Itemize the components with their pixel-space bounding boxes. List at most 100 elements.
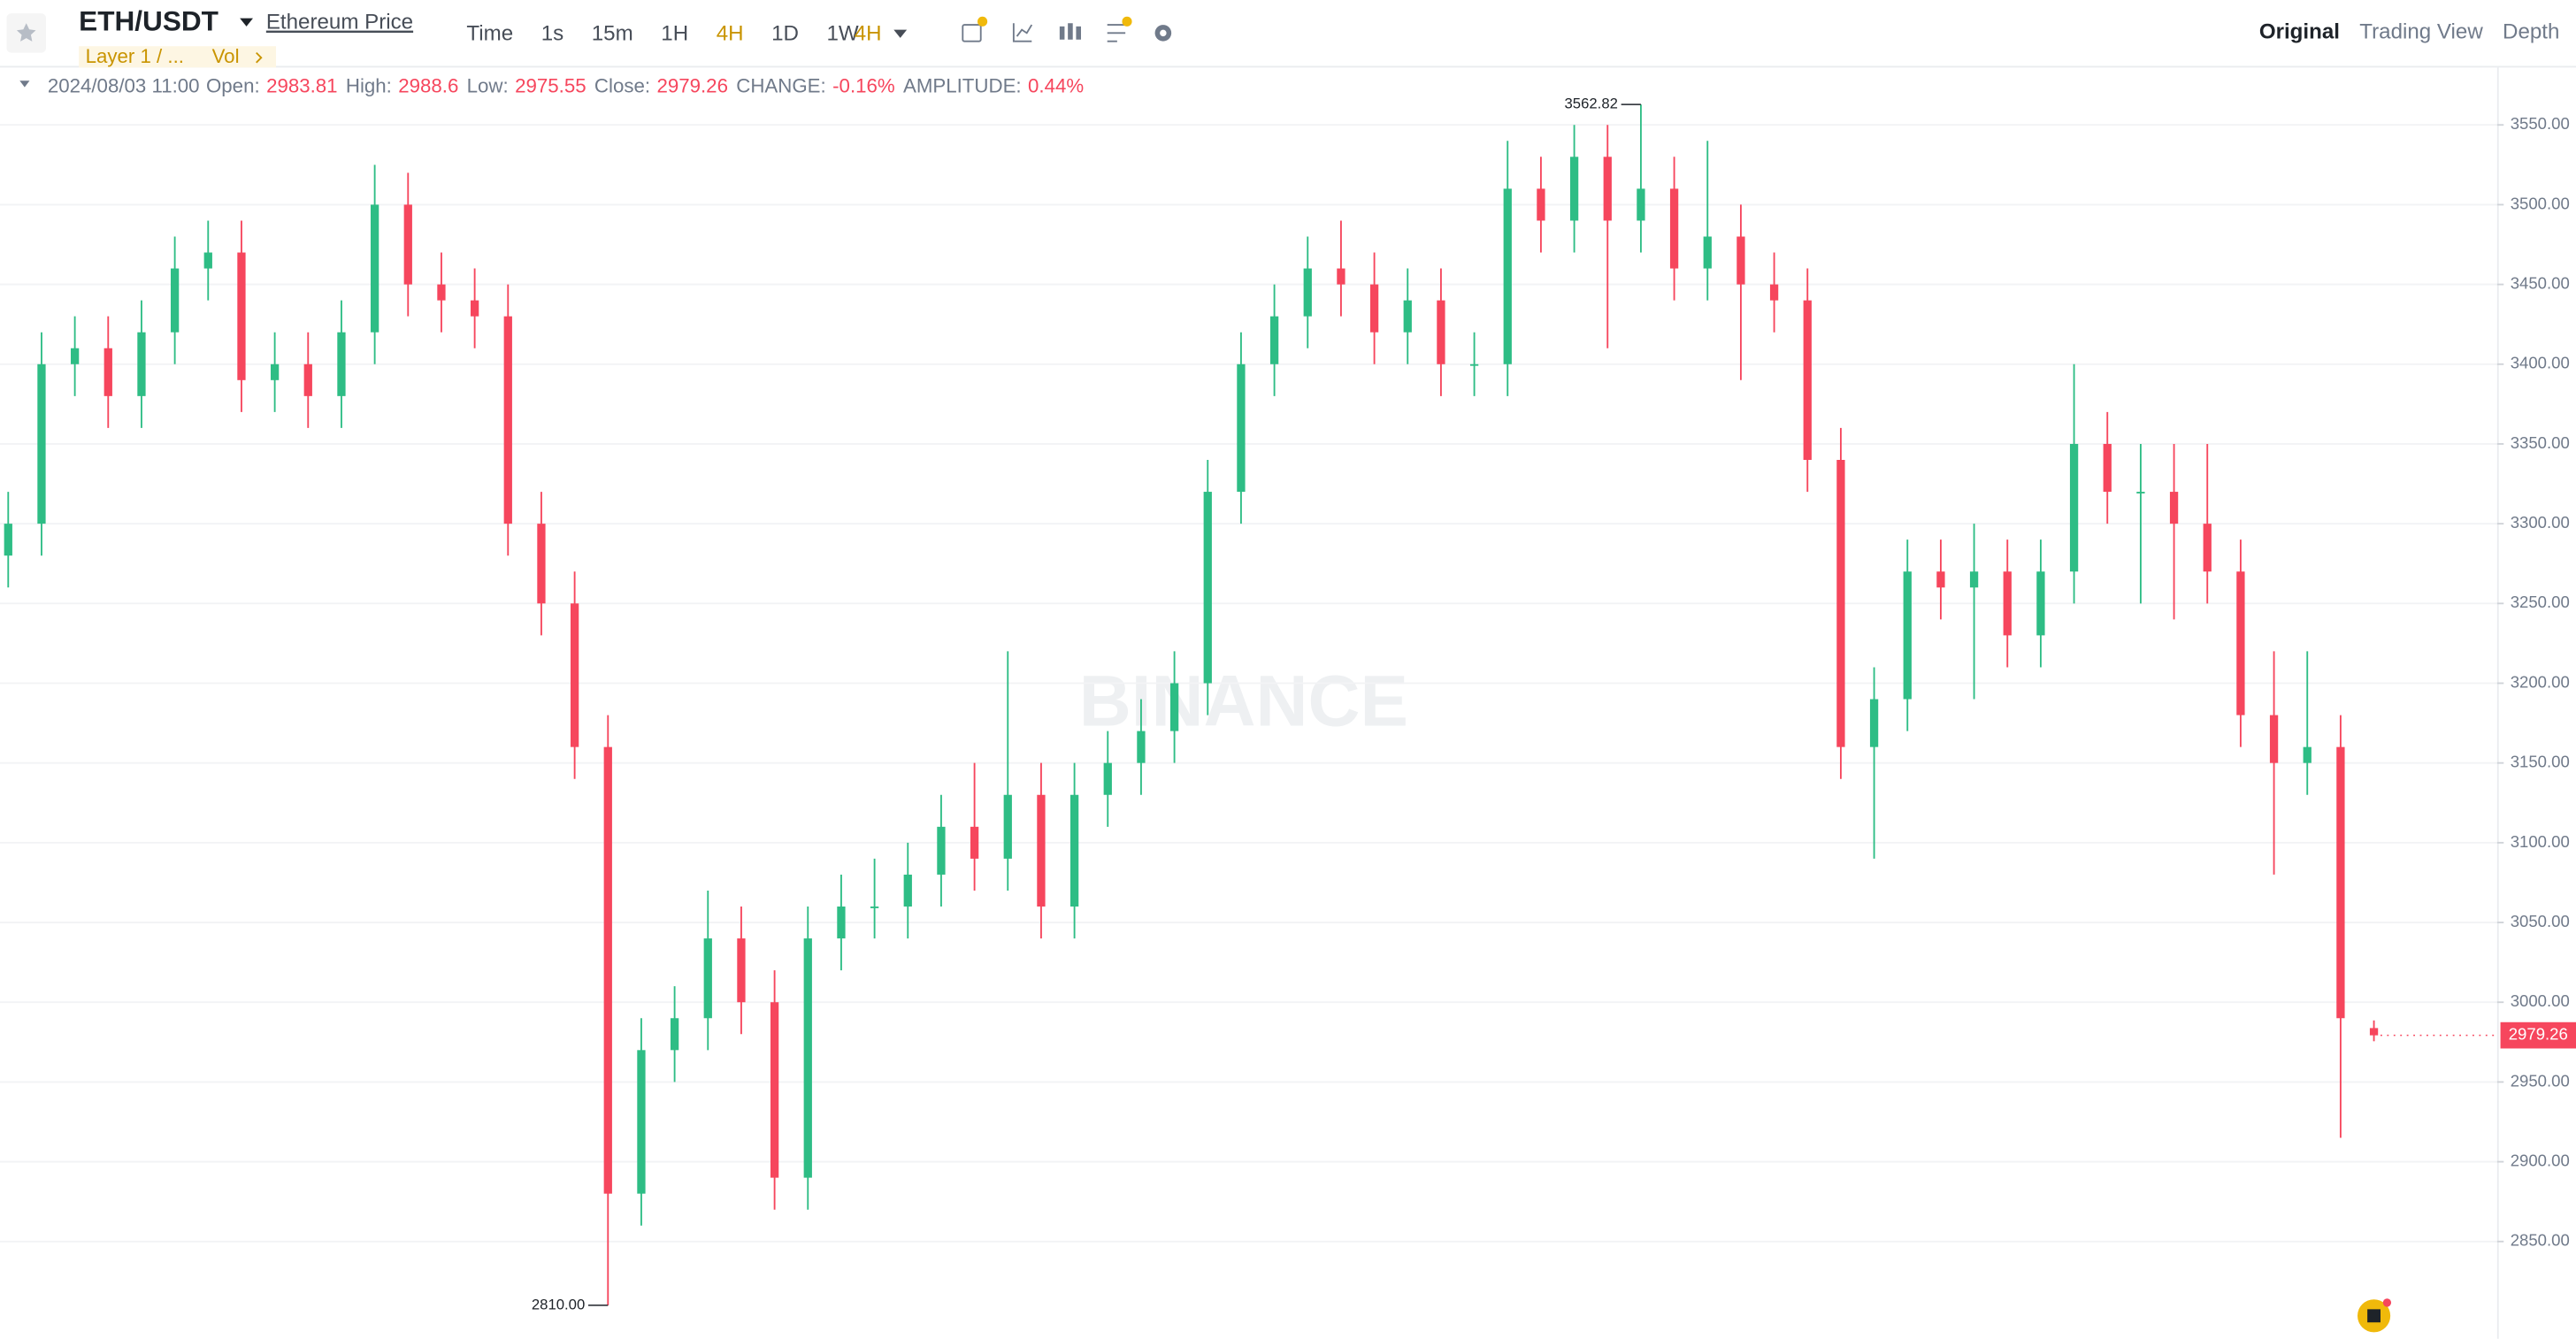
interval-group: Time 1s 15m 1H 4H 1D 1W	[466, 22, 859, 46]
tool-icon[interactable]	[1059, 23, 1081, 40]
ohlc-legend: 2024/08/03 11:00 Open: 2983.81 High: 2988.6 L…	[48, 75, 1084, 97]
candle-body	[370, 204, 380, 333]
candle-body	[1537, 188, 1545, 221]
candle-body	[1269, 316, 1279, 364]
news-badge	[2382, 1298, 2392, 1307]
candle-body	[2069, 443, 2079, 572]
candle-body	[2369, 1028, 2379, 1036]
candle-body	[2169, 492, 2179, 524]
legend-toggle[interactable]	[19, 80, 30, 88]
candle-body	[1503, 188, 1512, 364]
candle-body	[1869, 699, 1879, 747]
interval[interactable]: Time	[466, 22, 513, 46]
y-tick-label: 3050.00	[2511, 912, 2570, 930]
tool-icons	[962, 16, 1172, 42]
candle-body	[1237, 363, 1246, 493]
candle-body	[2203, 524, 2212, 572]
y-tick-label: 3250.00	[2511, 593, 2570, 611]
candle-body	[1603, 157, 1612, 221]
candle-body	[237, 252, 246, 380]
y-tick-label: 3150.00	[2511, 753, 2570, 771]
candle-body	[403, 204, 412, 285]
tag[interactable]: Layer 1 / ...	[86, 45, 184, 67]
y-tick-label: 3350.00	[2511, 433, 2570, 452]
view-tab[interactable]: Original	[2259, 20, 2340, 44]
price-link[interactable]: Ethereum Price	[266, 11, 413, 34]
candle-body	[4, 524, 12, 556]
candle-body	[1736, 236, 1745, 285]
annotation-label: 3562.82	[1565, 96, 1618, 112]
interval[interactable]: 4H	[717, 22, 744, 46]
candle-body	[1836, 459, 1845, 747]
legend-item: Open:	[206, 75, 260, 97]
symbol-dropdown[interactable]	[240, 18, 253, 27]
interval[interactable]: 15m	[592, 22, 633, 46]
candle-body	[637, 1050, 646, 1194]
candle-body	[270, 363, 280, 380]
candle-body	[104, 348, 112, 396]
symbol[interactable]: ETH/USDT	[79, 5, 218, 37]
y-tick-label: 3400.00	[2511, 354, 2570, 372]
candle-body	[1903, 571, 1912, 700]
news-icon	[2367, 1309, 2380, 1323]
annotation-label: 2810.00	[532, 1296, 585, 1312]
candle-body	[1703, 236, 1712, 269]
legend-item: -0.16%	[832, 75, 895, 97]
candle-body	[2236, 571, 2245, 715]
candle-body	[337, 332, 346, 396]
settings-hole	[1160, 29, 1167, 37]
candle-body	[170, 268, 180, 333]
plot: 2850.00 2900.00 2950.00 3000.00 3050.00 3100.…	[0, 96, 2576, 1312]
interval[interactable]: 1D	[771, 22, 799, 46]
last-price-tag	[2500, 1021, 2576, 1049]
legend-item: 2024/08/03 11:00	[48, 75, 200, 97]
y-tick-label: 3450.00	[2511, 274, 2570, 293]
legend-item: 2979.26	[656, 75, 728, 97]
candle-body	[703, 938, 712, 1019]
view-tab[interactable]: Depth	[2503, 20, 2559, 44]
candle-body	[1003, 794, 1012, 859]
candle-body	[603, 746, 612, 1194]
candle-body	[37, 363, 46, 524]
tool-badge	[1122, 16, 1132, 27]
candle-body	[1203, 492, 1212, 684]
legend-item: 2975.55	[515, 75, 586, 97]
view-tab[interactable]: Trading View	[2359, 20, 2483, 44]
candle-body	[470, 300, 479, 317]
candle-body	[2269, 715, 2279, 763]
candle-body	[1969, 571, 1979, 588]
interval[interactable]: 1s	[541, 22, 564, 46]
tool-badge	[978, 16, 988, 27]
interval[interactable]: 1W	[827, 22, 859, 46]
star-icon	[16, 23, 36, 42]
legend-item: AMPLITUDE:	[903, 75, 1022, 97]
y-tick-label: 3550.00	[2511, 114, 2570, 133]
candle-body	[70, 348, 80, 364]
candle-body	[303, 363, 312, 396]
candle-body	[1403, 300, 1412, 333]
candle-body	[1569, 157, 1579, 221]
interval-dropdown[interactable]	[893, 29, 908, 38]
vol-tag[interactable]: Vol	[212, 45, 240, 67]
candle-body	[1337, 268, 1346, 285]
candle-body	[770, 1002, 779, 1178]
candle-body	[837, 907, 846, 939]
last-price-label: 2979.26	[2509, 1025, 2568, 1044]
candle-body	[437, 284, 446, 301]
tool-icon[interactable]	[962, 24, 982, 42]
tool-icon[interactable]	[1107, 24, 1126, 42]
candle-body	[1769, 284, 1779, 301]
legend-item: High:	[346, 75, 392, 97]
legend-item: CHANGE:	[736, 75, 825, 97]
candle-body	[2303, 746, 2312, 763]
candle-body	[503, 316, 512, 524]
candle-body	[1137, 731, 1146, 763]
candle-body	[937, 826, 946, 875]
candle-body	[1169, 683, 1179, 731]
y-tick-label: 2850.00	[2511, 1231, 2570, 1250]
selected-interval[interactable]: 4H	[855, 22, 882, 46]
interval[interactable]: 1H	[661, 22, 688, 46]
candle-body	[737, 938, 746, 1003]
tool-icon[interactable]	[1012, 23, 1033, 42]
